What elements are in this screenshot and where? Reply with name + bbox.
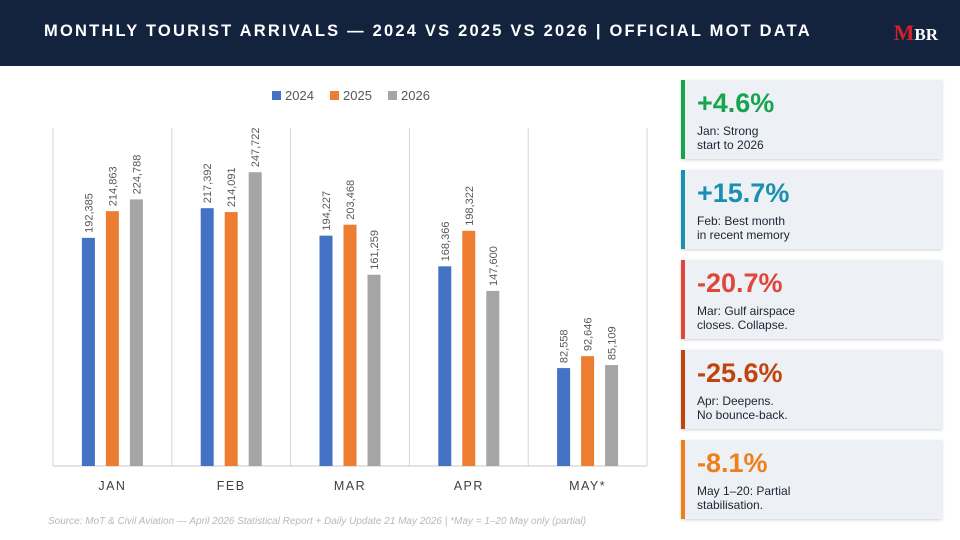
data-label: 168,366 xyxy=(440,222,452,262)
bar-2025-feb xyxy=(224,212,238,466)
x-tick-label: MAR xyxy=(334,479,366,493)
summary-card-feb: +15.7% Feb: Best month in recent memory xyxy=(681,170,942,249)
data-label: 247,722 xyxy=(250,127,262,167)
card-note: Jan: Strong start to 2026 xyxy=(697,124,764,152)
bar-2024-may xyxy=(557,368,571,466)
bar-2026-feb xyxy=(248,172,262,467)
card-note: Apr: Deepens. No bounce-back. xyxy=(697,394,788,422)
header-bar: MONTHLY TOURIST ARRIVALS — 2024 VS 2025 … xyxy=(0,0,960,66)
data-label: 147,600 xyxy=(488,246,500,286)
data-label: 92,646 xyxy=(583,317,595,351)
x-tick-label: JAN xyxy=(98,479,126,493)
x-tick-label: FEB xyxy=(217,479,246,493)
bar-2026-may xyxy=(605,365,619,466)
bar-2025-jan xyxy=(105,211,119,466)
data-label: 82,558 xyxy=(559,329,571,363)
summary-card-jan: +4.6% Jan: Strong start to 2026 xyxy=(681,80,942,159)
bar-2026-jan xyxy=(129,199,143,467)
data-label: 224,788 xyxy=(131,155,143,195)
data-label: 192,385 xyxy=(83,193,95,233)
data-label: 217,392 xyxy=(202,163,214,203)
legend-label-2024: 2024 xyxy=(285,88,314,103)
page-title: MONTHLY TOURIST ARRIVALS — 2024 VS 2025 … xyxy=(44,22,812,40)
bar-2024-apr xyxy=(438,266,452,466)
data-label: 198,322 xyxy=(464,186,476,226)
card-change-value: +15.7% xyxy=(697,178,790,208)
card-note: Feb: Best month in recent memory xyxy=(697,214,790,242)
bar-2024-mar xyxy=(319,235,333,466)
bar-2025-apr xyxy=(462,230,476,466)
card-change-value: -8.1% xyxy=(697,448,768,478)
card-change-value: -20.7% xyxy=(697,268,783,298)
summary-card-apr: -25.6% Apr: Deepens. No bounce-back. xyxy=(681,350,942,429)
tourist-arrivals-bar-chart: 192,385 214,863 224,788 JAN 217,392 214,091 24… xyxy=(52,88,648,493)
data-label: 203,468 xyxy=(345,180,357,220)
card-note: Mar: Gulf airspace closes. Collapse. xyxy=(697,304,796,332)
legend-label-2025: 2025 xyxy=(343,88,372,103)
legend-swatch-2024 xyxy=(272,91,281,100)
data-label: 85,109 xyxy=(607,326,619,360)
bar-2024-jan xyxy=(81,237,95,466)
data-label: 194,227 xyxy=(321,191,333,231)
x-tick-label: APR xyxy=(454,479,484,493)
bar-2026-apr xyxy=(486,290,500,466)
bar-2024-feb xyxy=(200,208,214,466)
data-label: 161,259 xyxy=(369,230,381,270)
bar-2025-may xyxy=(581,356,595,466)
data-label: 214,091 xyxy=(226,167,238,207)
summary-card-may: -8.1% May 1–20: Partial stabilisation. xyxy=(681,440,942,519)
brand-logo: MBR xyxy=(893,20,938,45)
bar-2026-mar xyxy=(367,274,381,466)
summary-card-mar: -20.7% Mar: Gulf airspace closes. Collap… xyxy=(681,260,942,339)
bar-2025-mar xyxy=(343,224,357,466)
data-label: 214,863 xyxy=(107,166,119,206)
card-change-value: +4.6% xyxy=(697,88,775,118)
legend-label-2026: 2026 xyxy=(401,88,430,103)
card-change-value: -25.6% xyxy=(697,358,783,388)
legend-swatch-2025 xyxy=(330,91,339,100)
legend-swatch-2026 xyxy=(388,91,397,100)
summary-cards: +4.6% Jan: Strong start to 2026 +15.7% F… xyxy=(681,80,942,530)
x-tick-label: MAY* xyxy=(569,479,606,493)
card-note: May 1–20: Partial stabilisation. xyxy=(697,484,791,512)
source-note: Source: MoT & Civil Aviation — April 202… xyxy=(48,516,587,527)
